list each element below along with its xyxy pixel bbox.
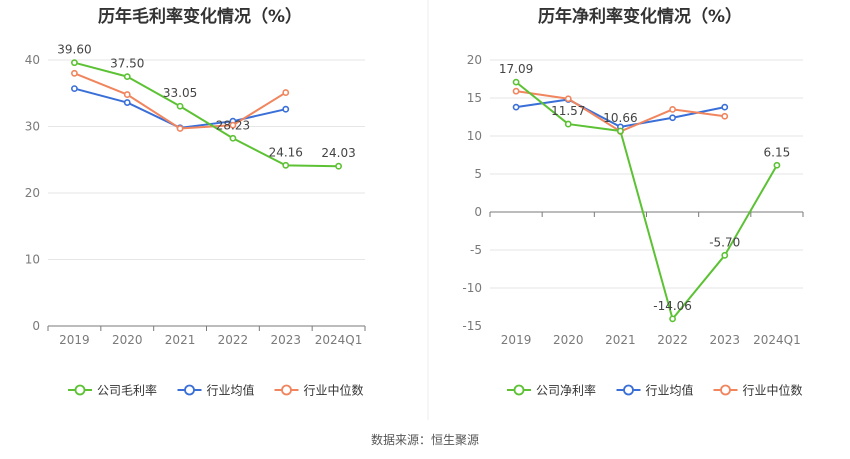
y-tick-label: 5	[474, 167, 482, 181]
data-point	[71, 69, 78, 77]
x-tick-label: 2021	[165, 333, 196, 347]
data-point	[512, 103, 520, 111]
series-line-company	[74, 61, 339, 168]
data-label: 28.23	[216, 118, 250, 132]
data-point	[335, 162, 342, 170]
legend-label: 公司毛利率	[97, 383, 157, 398]
data-point	[721, 251, 729, 259]
data-label: 6.15	[764, 145, 791, 159]
x-tick-label: 2022	[657, 333, 688, 347]
x-tick-label: 2024Q1	[315, 333, 363, 347]
data-point	[176, 102, 184, 110]
data-point	[512, 78, 520, 86]
data-point	[282, 89, 290, 96]
legend-label: 公司净利率	[536, 383, 596, 398]
data-point	[282, 161, 290, 169]
data-source-note: 数据来源：恒生聚源	[370, 433, 479, 447]
x-tick-label: 2024Q1	[753, 333, 801, 347]
y-tick-label: 15	[467, 91, 482, 105]
legend-marker	[720, 384, 731, 396]
y-tick-label: -10	[462, 281, 482, 295]
x-tick-label: 2021	[605, 333, 636, 347]
data-label: 17.09	[499, 62, 533, 76]
x-tick-label: 2023	[709, 333, 740, 347]
chart-2: 历年净利率变化情况（%） -15 -10 -5 0 5 10 15 20 2019 2020 2021…	[462, 6, 804, 398]
data-point	[669, 114, 676, 122]
data-point	[282, 105, 290, 113]
data-point	[123, 91, 131, 98]
legend-marker	[184, 384, 195, 396]
data-point	[71, 59, 78, 67]
data-point	[229, 134, 237, 142]
legend-item: 行业中位数	[713, 383, 803, 398]
legend-marker	[623, 384, 634, 396]
y-tick-label: 20	[467, 53, 482, 67]
legend-marker	[281, 384, 292, 396]
y-tick-label: -15	[462, 319, 482, 333]
series-line-company	[515, 81, 778, 320]
y-tick-label: -5	[470, 243, 482, 257]
data-label: -5.70	[709, 235, 740, 249]
data-point	[773, 161, 781, 169]
data-label: -14.06	[653, 299, 692, 313]
data-point	[721, 103, 729, 111]
y-tick-label: 20	[25, 186, 40, 200]
y-tick-label: 10	[467, 129, 482, 143]
legend-item: 公司净利率	[507, 383, 596, 398]
data-point	[123, 99, 131, 106]
data-point	[229, 121, 237, 129]
legend-item: 行业均值	[616, 383, 694, 398]
data-point	[71, 85, 78, 92]
data-point	[123, 73, 131, 81]
y-tick-label: 0	[32, 319, 40, 333]
data-label: 39.60	[57, 43, 91, 57]
legend-marker	[513, 384, 525, 396]
x-tick-label: 2019	[501, 333, 532, 347]
legend-marker	[74, 384, 86, 396]
legend-item: 行业中位数	[274, 383, 364, 398]
legend-label: 行业均值	[207, 383, 255, 398]
series-line-industry-median	[74, 72, 287, 130]
x-tick-label: 2020	[112, 333, 143, 347]
x-tick-label: 2022	[218, 333, 249, 347]
data-point	[564, 95, 572, 103]
legend-label: 行业中位数	[743, 383, 803, 398]
y-tick-label: 40	[25, 53, 40, 67]
y-tick-label: 0	[474, 205, 482, 219]
data-point	[669, 106, 676, 113]
data-label: 10.66	[603, 111, 637, 125]
data-label: 33.05	[163, 86, 197, 100]
data-point	[176, 125, 184, 132]
x-tick-label: 2019	[59, 333, 90, 347]
legend-item: 行业均值	[177, 383, 255, 398]
legend-label: 行业均值	[646, 383, 694, 398]
chart-title: 历年毛利率变化情况（%）	[98, 6, 302, 27]
x-tick-label: 2023	[270, 333, 301, 347]
y-tick-label: 30	[25, 120, 40, 134]
data-point	[617, 127, 624, 135]
data-label: 37.50	[110, 57, 144, 71]
y-tick-label: 10	[25, 253, 40, 267]
chart-1: 历年毛利率变化情况（%） 0 10 20 30 40 2019 2020 2021 2022 202…	[25, 6, 366, 398]
x-tick-label: 2020	[553, 333, 584, 347]
data-point	[512, 87, 520, 95]
legend-item: 公司毛利率	[68, 383, 157, 398]
data-label: 24.16	[269, 145, 303, 159]
data-point	[669, 315, 676, 323]
data-label: 24.03	[321, 146, 355, 160]
data-point	[564, 120, 572, 128]
chart-title: 历年净利率变化情况（%）	[538, 6, 742, 27]
legend-label: 行业中位数	[304, 383, 364, 398]
data-label: 11.57	[551, 104, 585, 118]
data-point	[721, 112, 729, 120]
